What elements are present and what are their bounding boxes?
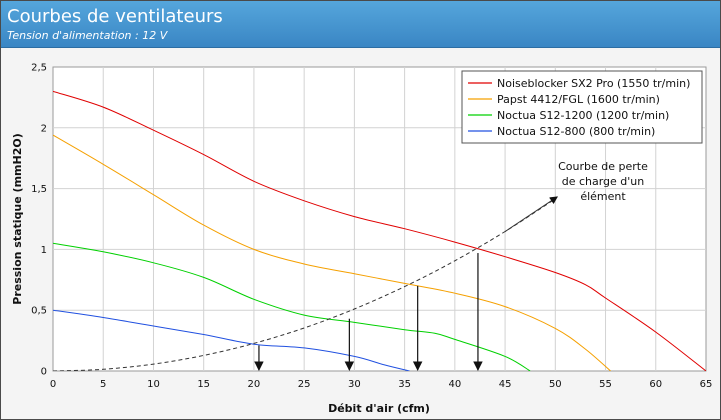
x-tick-label: 10: [147, 379, 160, 390]
x-tick-label: 0: [50, 379, 56, 390]
x-tick-label: 15: [197, 379, 210, 390]
x-tick-label: 65: [700, 379, 713, 390]
series-line-0: [53, 90, 706, 371]
y-tick-label: 2,5: [31, 63, 47, 74]
page-title: Courbes de ventilateurs: [7, 6, 223, 27]
operating-point-arrows: [254, 196, 558, 371]
legend: Noiseblocker SX2 Pro (1550 tr/min) Papst …: [461, 70, 703, 144]
loss-curve-annotation: Courbe de perte de charge d'un élément: [558, 160, 648, 203]
series-line-1: [53, 134, 611, 371]
x-axis-label: Débit d'air (cfm): [328, 402, 430, 415]
y-tick-label: 2: [41, 123, 47, 134]
annotation-arrow: [504, 196, 558, 232]
x-tick-label: 60: [649, 379, 662, 390]
x-tick-label: 45: [499, 379, 512, 390]
x-tick-label: 30: [348, 379, 361, 390]
series-line-3: [53, 309, 410, 371]
page-subtitle: Tension d'alimentation : 12 V: [7, 29, 168, 42]
y-axis-label: Pression statique (mmH2O): [11, 133, 24, 304]
x-tick-label: 40: [448, 379, 461, 390]
y-tick-label: 0: [41, 367, 47, 378]
legend-entry: Noctua S12-1200 (1200 tr/min): [497, 109, 669, 122]
annotation-line: de charge d'un: [562, 175, 645, 188]
fan-curve-chart: 0 5 10 15 20 25 30 35 40 45 50 55 60 65 00,511,522,5 …: [11, 63, 713, 416]
y-tick-label: 1,5: [31, 184, 47, 195]
x-tick-label: 55: [599, 379, 612, 390]
x-tick-labels: 0 5 10 15 20 25 30 35 40 45 50 55 60 65: [50, 379, 713, 390]
annotation-line: Courbe de perte: [558, 160, 648, 173]
header-bar: Courbes de ventilateurs Tension d'alimen…: [1, 1, 720, 48]
series-lines: [53, 90, 706, 371]
loss-curve-line: [53, 198, 556, 371]
y-tick-label: 0,5: [31, 306, 47, 317]
x-tick-label: 50: [549, 379, 562, 390]
y-tick-label: 1: [41, 245, 47, 256]
legend-box: [461, 70, 703, 144]
y-tick-labels: 0 0,5 1 1,5 2 2,5: [31, 63, 47, 378]
annotation-line: élément: [580, 190, 626, 203]
x-tick-label: 5: [100, 379, 106, 390]
legend-entry: Noiseblocker SX2 Pro (1550 tr/min): [497, 77, 690, 90]
legend-entry: Papst 4412/FGL (1600 tr/min): [497, 93, 660, 106]
x-tick-label: 20: [248, 379, 261, 390]
legend-entry: Noctua S12-800 (800 tr/min): [497, 125, 655, 138]
x-tick-label: 35: [398, 379, 411, 390]
x-tick-label: 25: [298, 379, 311, 390]
